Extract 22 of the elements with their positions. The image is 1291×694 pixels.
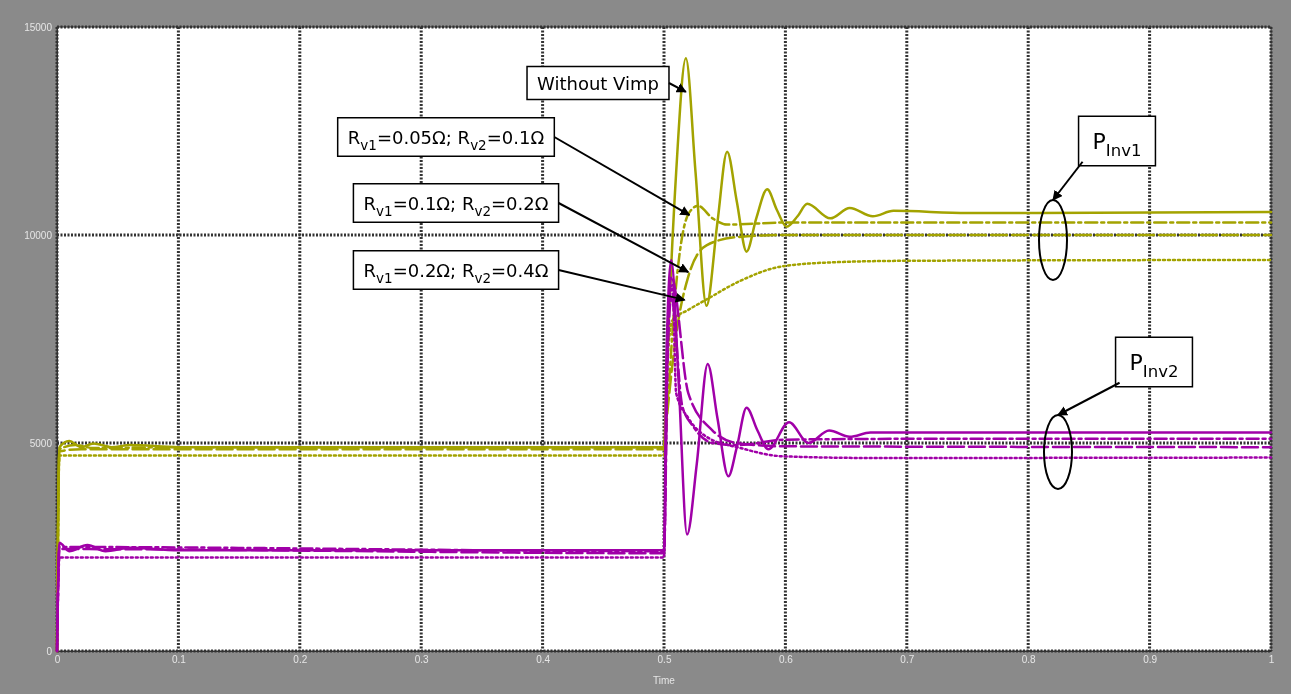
annotation: P$_{Inv1}$ xyxy=(1092,128,1142,160)
x-tick-label: 0.1 xyxy=(171,654,187,666)
x-tick-label: 0.3 xyxy=(414,654,430,666)
y-tick-label: 15000 xyxy=(24,21,53,33)
x-tick-label: 0.4 xyxy=(536,654,551,666)
annotation: R$_{v1}$=0.1Ω; R$_{v2}$=0.2Ω xyxy=(363,192,549,219)
x-tick-label: 0.8 xyxy=(1021,654,1037,666)
annotation: R$_{v1}$=0.2Ω; R$_{v2}$=0.4Ω xyxy=(363,259,549,286)
x-tick-label: 0.5 xyxy=(657,654,672,666)
annotation: R$_{v1}$=0.05Ω; R$_{v2}$=0.1Ω xyxy=(347,126,545,153)
x-tick-label: 0.6 xyxy=(778,654,794,666)
x-tick-label: 0.7 xyxy=(900,654,915,666)
annotation: Without Vimp xyxy=(537,72,659,94)
y-tick-label: 0 xyxy=(46,645,53,657)
x-axis-title: Time xyxy=(653,675,676,686)
annotation: P$_{Inv2}$ xyxy=(1129,349,1179,381)
x-tick-label: 0 xyxy=(54,654,61,666)
y-tick-label: 10000 xyxy=(24,229,53,241)
x-tick-label: 0.2 xyxy=(293,654,308,666)
x-tick-label: 0.9 xyxy=(1143,654,1158,666)
x-tick-label: 1 xyxy=(1268,654,1275,666)
y-tick-label: 5000 xyxy=(29,437,53,449)
